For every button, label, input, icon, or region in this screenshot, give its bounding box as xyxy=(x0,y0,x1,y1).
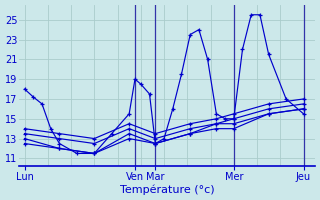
X-axis label: Température (°c): Température (°c) xyxy=(120,185,214,195)
